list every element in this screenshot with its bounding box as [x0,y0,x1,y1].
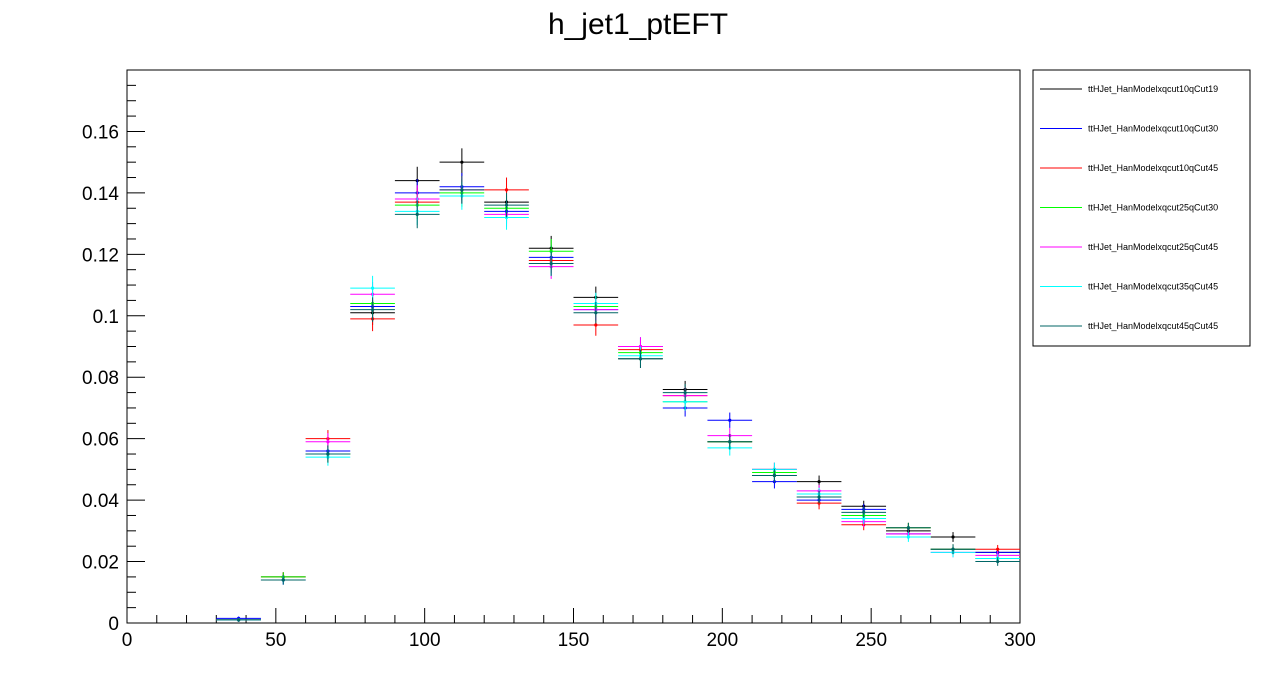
chart-title: h_jet1_ptEFT [548,8,728,41]
bin-point [504,203,509,207]
bin-point [594,323,598,327]
bin-point [906,526,910,530]
bin-point [370,286,375,290]
legend: ttHJet_HanModelxqcut10qCut19 ttHJet_HanMo… [1032,69,1251,347]
x-tick-label: 100 [409,630,441,651]
plot-frame [126,69,1021,624]
y-tick-label: 0.02 [82,553,119,574]
x-tick-label: 250 [855,630,887,651]
bin-point [460,160,464,164]
bin-point [817,495,821,499]
bin-point [862,510,866,514]
bin-point [996,547,1000,551]
x-tick-label: 300 [1004,630,1036,651]
bin-point [996,559,1000,564]
series-layer [216,148,1020,622]
bin-point [683,390,687,395]
bin-point [504,188,509,192]
legend-label: ttHJet_HanModelxqcut10qCut45 [1088,163,1218,173]
series-4 [216,179,1020,622]
legend-label: ttHJet_HanModelxqcut25qCut30 [1088,203,1218,213]
bin-point [951,535,955,539]
y-tick-label: 0 [108,614,119,635]
y-tick-label: 0.1 [93,307,119,328]
bin-point [772,473,777,478]
y-tick-label: 0.14 [82,184,119,205]
bin-point [326,452,330,456]
series-5 [216,175,1020,622]
bin-point [906,535,910,539]
bin-point [683,400,687,404]
bin-point [862,516,866,521]
x-tick-label: 50 [265,630,286,651]
series-3 [216,175,1020,622]
bin-point [281,578,285,582]
legend-label: ttHJet_HanModelxqcut35qCut45 [1088,282,1218,292]
bin-point [326,440,330,444]
legend-label: ttHJet_HanModelxqcut45qCut45 [1088,321,1218,331]
legend-label: ttHJet_HanModelxqcut10qCut19 [1088,84,1218,94]
series-1 [216,148,1020,622]
x-tick-label: 0 [122,630,133,651]
bin-point [817,480,821,484]
legend-label: ttHJet_HanModelxqcut25qCut45 [1088,242,1218,252]
x-tick-label: 150 [558,630,590,651]
bin-point [728,440,732,444]
bin-point [594,311,598,315]
bin-point [728,418,732,422]
y-tick-label: 0.06 [82,430,119,451]
bin-point [237,618,241,622]
y-tick-label: 0.08 [82,368,119,389]
series-6 [216,182,1020,622]
y-tick-label: 0.04 [82,491,119,512]
bin-point [415,212,419,216]
y-tick-label: 0.16 [82,122,119,143]
axes: 0 50 100 150 200 250 300 0 0.02 0.04 0.06 0.08 0.1 0.… [82,84,1036,651]
y-tick-label: 0.12 [82,245,119,266]
bin-point [460,188,464,192]
bin-point [951,547,955,551]
x-tick-label: 200 [706,630,738,651]
legend-label: ttHJet_HanModelxqcut10qCut30 [1088,124,1218,134]
series-7 [216,175,1020,622]
series-2 [216,172,1020,621]
bin-point [549,261,553,266]
bin-point [638,357,643,361]
bin-point [370,308,375,312]
